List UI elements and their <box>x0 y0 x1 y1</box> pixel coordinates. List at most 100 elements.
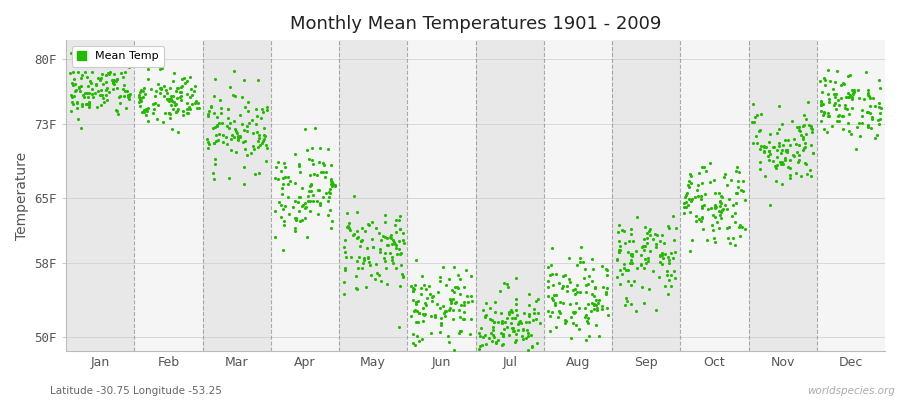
Point <box>409 298 423 305</box>
Point <box>783 175 797 182</box>
Point <box>276 218 291 224</box>
Point <box>242 120 256 127</box>
Point <box>110 76 124 82</box>
Point <box>324 178 338 185</box>
Point <box>141 76 156 82</box>
Point <box>582 272 597 279</box>
Point <box>393 226 408 232</box>
Point <box>834 82 849 88</box>
Point <box>799 160 814 167</box>
Point <box>453 291 467 298</box>
Point <box>202 113 216 120</box>
Point <box>406 288 420 294</box>
Point <box>447 264 462 270</box>
Point <box>600 272 615 278</box>
Point <box>281 194 295 200</box>
Point <box>170 106 184 112</box>
Point <box>154 85 168 91</box>
Point <box>745 118 760 125</box>
Point <box>513 354 527 360</box>
Point <box>96 95 111 101</box>
Point <box>83 78 97 84</box>
Point <box>203 102 218 109</box>
Point <box>302 208 317 214</box>
Point <box>845 105 859 111</box>
Point <box>135 108 149 115</box>
Point <box>695 204 709 211</box>
Point <box>292 208 306 214</box>
Point <box>248 121 263 127</box>
Point <box>549 270 563 277</box>
Point <box>207 109 221 116</box>
Point <box>99 92 113 99</box>
Point <box>89 104 104 110</box>
Point <box>214 120 229 126</box>
Point <box>433 278 447 284</box>
Point <box>430 301 445 307</box>
Point <box>821 110 835 116</box>
Point <box>643 248 657 254</box>
Point <box>713 198 727 204</box>
Point <box>63 70 77 76</box>
Point <box>179 91 194 98</box>
Point <box>183 94 197 100</box>
Point <box>678 194 692 200</box>
Point <box>274 168 288 175</box>
Point <box>695 202 709 209</box>
Point <box>636 242 651 249</box>
Point <box>328 183 343 189</box>
Point <box>107 71 122 78</box>
Point <box>780 164 795 170</box>
Point <box>328 182 342 188</box>
Point <box>721 235 735 241</box>
Point <box>521 330 535 336</box>
Point <box>775 147 789 153</box>
Point <box>617 302 632 309</box>
Point <box>541 264 555 270</box>
Point <box>189 98 203 104</box>
Point <box>176 108 191 114</box>
Point <box>294 217 309 223</box>
Point <box>570 289 584 296</box>
Point <box>649 241 663 248</box>
Point <box>409 319 423 325</box>
Point <box>340 223 355 230</box>
Point <box>208 156 222 163</box>
Point <box>361 254 375 260</box>
Point <box>866 95 880 101</box>
Point <box>494 310 508 316</box>
Point <box>706 212 720 218</box>
Point <box>342 224 356 231</box>
Point <box>865 116 879 122</box>
Point <box>442 307 456 313</box>
Point <box>546 297 561 303</box>
Point <box>303 188 318 194</box>
Point <box>794 173 808 180</box>
Point <box>293 194 308 200</box>
Point <box>508 314 523 321</box>
Point <box>418 310 432 317</box>
Point <box>368 261 382 268</box>
Point <box>298 200 312 206</box>
Point <box>144 86 158 92</box>
Point <box>677 200 691 206</box>
Point <box>776 161 790 168</box>
Point <box>612 246 626 253</box>
Point <box>682 184 697 190</box>
Point <box>349 235 364 241</box>
Point <box>511 319 526 325</box>
Point <box>257 131 272 138</box>
Point <box>541 308 555 314</box>
Point <box>362 222 376 228</box>
Point <box>747 119 761 126</box>
Point <box>256 125 271 132</box>
Point <box>846 90 860 96</box>
Point <box>248 105 263 112</box>
Point <box>496 333 510 339</box>
Point <box>288 225 302 231</box>
Point <box>804 124 818 131</box>
Point <box>69 87 84 93</box>
Point <box>625 253 639 260</box>
Point <box>437 310 452 316</box>
Point <box>112 100 127 106</box>
